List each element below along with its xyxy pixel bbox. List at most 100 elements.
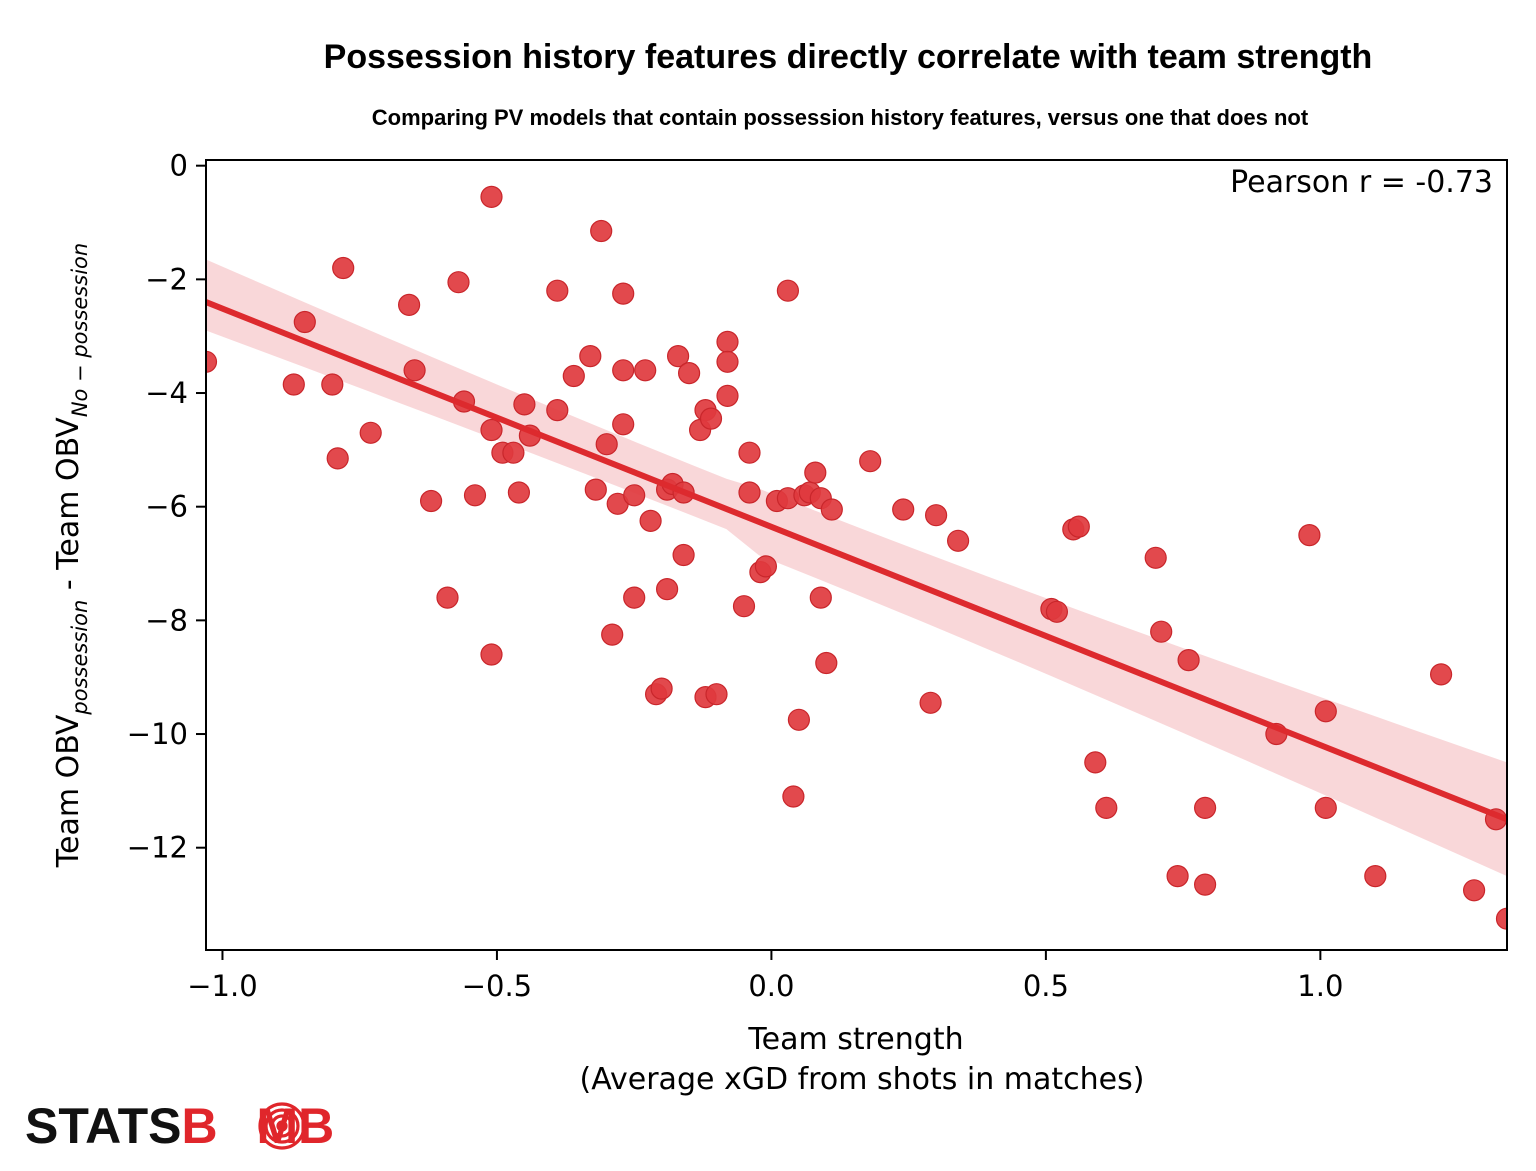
scatter-point: [612, 282, 635, 305]
scatter-point: [672, 543, 695, 567]
scatter-point: [321, 373, 344, 396]
scatter-point: [859, 450, 882, 473]
scatter-point: [787, 708, 811, 731]
scatter-point: [507, 481, 531, 504]
target-ring: [258, 1102, 306, 1150]
scatter-point: [623, 586, 646, 609]
scatter-point: [804, 461, 827, 484]
scatter-point: [623, 484, 646, 507]
scatter-point: [595, 433, 618, 456]
scatter-point: [463, 484, 487, 507]
scatter-point: [820, 498, 843, 521]
scatter-point: [293, 310, 316, 334]
scatter-point: [1067, 515, 1090, 538]
scatter-point: [1095, 796, 1118, 820]
y-axis-label: Team OBVpossession - Team OBVNo − posses…: [51, 243, 92, 868]
x-tick-label: 1.0: [1297, 969, 1343, 1003]
target-icon: [258, 1102, 306, 1150]
scatter-point: [1166, 864, 1189, 888]
x-tick-label: −0.5: [462, 969, 532, 1003]
y-tick-label: −6: [145, 490, 188, 524]
statsbomb-logo: STATSBOMB: [25, 1098, 334, 1154]
scatter-point: [946, 529, 970, 552]
scatter-point: [332, 256, 355, 280]
scatter-point: [480, 185, 503, 208]
scatter-point: [716, 350, 739, 373]
scatter-point: [677, 362, 701, 385]
scatter-point: [1045, 600, 1069, 623]
target-center: [279, 1123, 285, 1129]
scatter-point: [447, 271, 470, 294]
scatter-point: [705, 683, 728, 706]
scatter-point: [1314, 796, 1337, 820]
scatter-point: [815, 651, 838, 675]
scatter-point: [1144, 546, 1167, 569]
scatter-point: [782, 785, 805, 808]
scatter-point: [716, 330, 739, 353]
scatter-point: [776, 279, 800, 302]
scatter-point: [502, 441, 525, 464]
scatter-point: [732, 595, 756, 618]
y-tick-label: 0: [170, 149, 188, 183]
scatter-point: [1314, 700, 1337, 723]
scatter-point: [359, 421, 382, 444]
scatter-point: [1177, 648, 1200, 672]
y-axis-label-sub2: No − possession: [68, 243, 92, 417]
y-axis-ticks: 0 −2 −4 −6 −8 −10 −12: [127, 149, 206, 865]
x-axis-label-sub: (Average xGD from shots in matches): [580, 1062, 1145, 1097]
scatter-point: [612, 413, 635, 436]
regression-line: [204, 299, 1509, 823]
scatter-point: [699, 407, 723, 430]
scatter-point: [634, 359, 657, 382]
scatter-point: [480, 418, 503, 442]
scatter-point: [716, 384, 739, 407]
scatter-point: [480, 643, 503, 666]
scatter-point: [403, 359, 426, 382]
logo-text-b: B: [181, 1098, 217, 1154]
scatter-point: [579, 345, 602, 368]
scatter-point: [326, 447, 349, 470]
logo-o-spacer: O: [218, 1098, 257, 1154]
scatter-point: [1364, 864, 1387, 888]
scatter-point: [546, 279, 569, 302]
scatter-point: [590, 219, 613, 243]
scatter-point: [1193, 796, 1217, 820]
scatter-point: [892, 498, 915, 521]
scatter-point: [601, 623, 624, 646]
logo-text-stats: STATS: [25, 1098, 181, 1154]
y-tick-label: −8: [145, 603, 188, 637]
x-axis-label: Team strength: [747, 1022, 963, 1057]
target-ring: [276, 1120, 288, 1132]
scatter-point: [919, 691, 942, 714]
scatter-point: [655, 577, 679, 601]
target-ring: [270, 1114, 294, 1138]
scatter-point: [754, 555, 778, 578]
scatter-point: [562, 364, 585, 388]
logo-text-mb: MB: [257, 1098, 335, 1154]
scatter-point: [1462, 879, 1486, 902]
y-axis-label-middle: - Team OBV: [51, 417, 86, 600]
y-axis-label-prefix: Team OBV: [51, 714, 86, 868]
chart-subtitle: Comparing PV models that contain possess…: [372, 105, 1309, 130]
chart-title: Possession history features directly cor…: [324, 38, 1373, 76]
confidence-band: [206, 259, 1507, 877]
scatter-point: [436, 586, 459, 609]
scatter-point: [282, 373, 305, 396]
target-ring: [264, 1108, 300, 1144]
scatter-point: [1084, 751, 1107, 774]
x-tick-label: −1.0: [187, 969, 257, 1003]
scatter-point: [1429, 663, 1453, 686]
scatter-point: [206, 350, 218, 373]
scatter-point: [398, 293, 421, 316]
x-axis-ticks: −1.0 −0.5 0.0 0.5 1.0: [187, 950, 1343, 1003]
y-axis-label-sub1: possession: [68, 600, 92, 716]
scatter-point: [1298, 523, 1321, 547]
x-tick-label: 0.0: [748, 969, 794, 1003]
plot-area: [204, 159, 1509, 951]
scatter-point: [1495, 907, 1507, 930]
scatter-point: [513, 393, 536, 416]
y-tick-label: −2: [145, 262, 188, 296]
scatter-point: [650, 677, 673, 700]
scatter-point: [1150, 620, 1173, 643]
